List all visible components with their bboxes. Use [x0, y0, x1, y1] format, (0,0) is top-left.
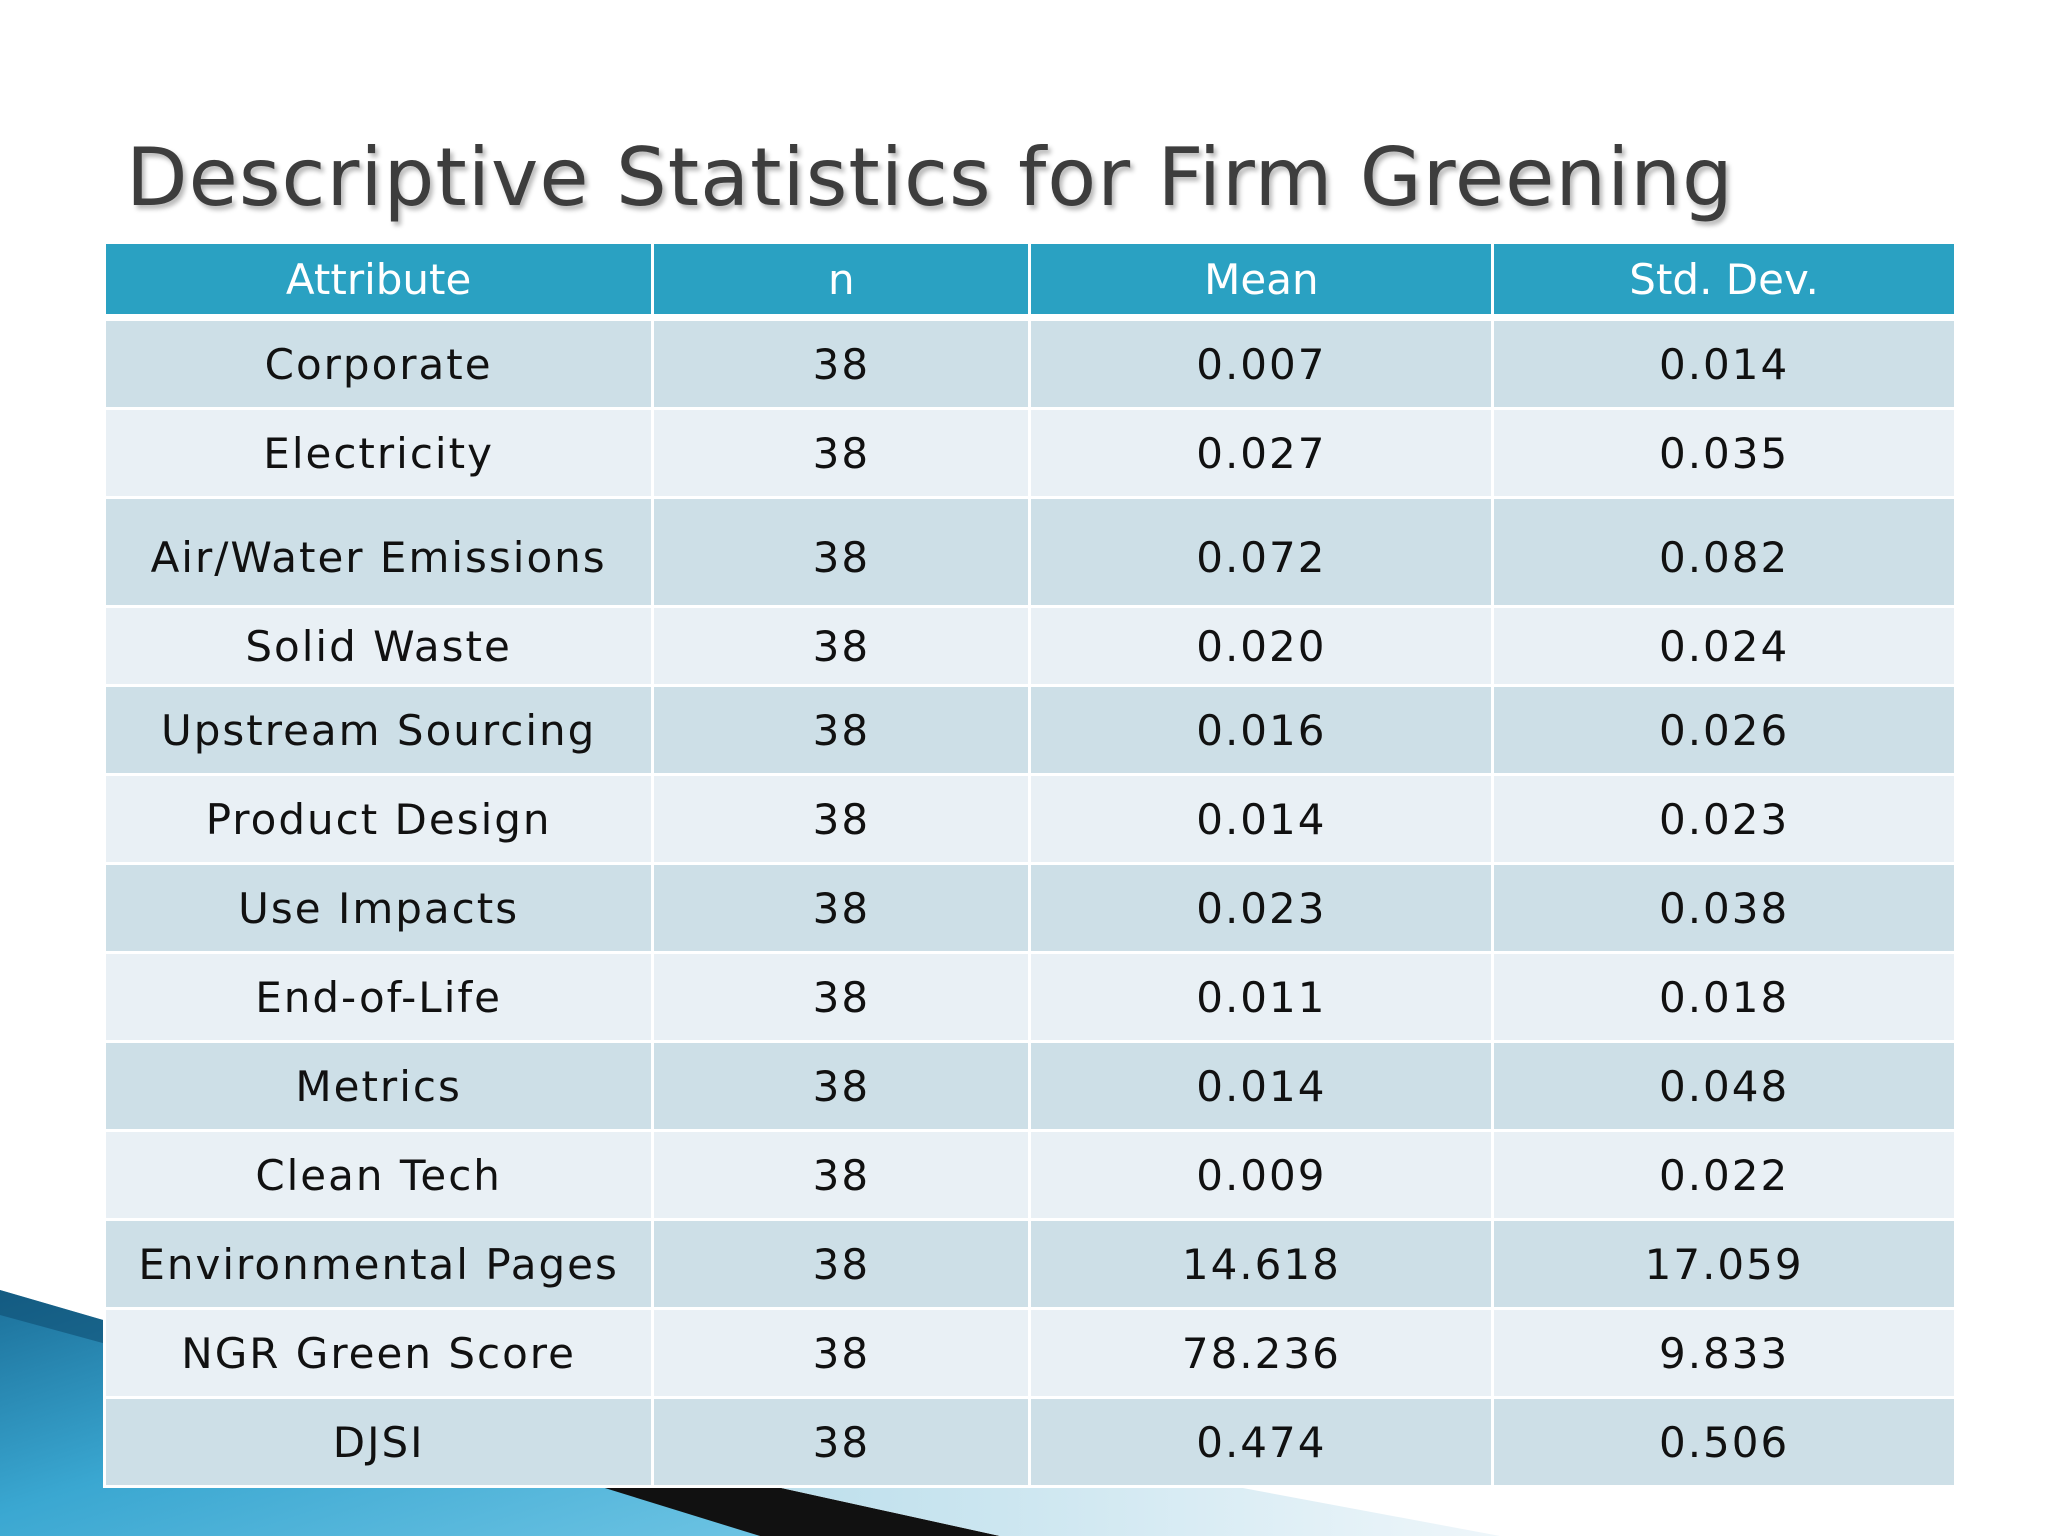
table-row: Environmental Pages 38 14.618 17.059 — [102, 1218, 1957, 1310]
cell-mean: 0.023 — [1028, 862, 1495, 954]
header-mean: Mean — [1028, 241, 1495, 321]
cell-attribute: Use Impacts — [102, 862, 655, 954]
cell-std-dev: 0.506 — [1491, 1396, 1957, 1488]
cell-n: 38 — [651, 605, 1032, 687]
descriptive-statistics-table: Attribute n Mean Std. Dev. Corporate 38 … — [102, 241, 1957, 1488]
table-header-row: Attribute n Mean Std. Dev. — [102, 241, 1957, 321]
cell-std-dev: 0.048 — [1491, 1040, 1957, 1132]
cell-mean: 14.618 — [1028, 1218, 1495, 1310]
cell-std-dev: 9.833 — [1491, 1307, 1957, 1399]
table-row: NGR Green Score 38 78.236 9.833 — [102, 1307, 1957, 1399]
cell-mean: 78.236 — [1028, 1307, 1495, 1399]
cell-mean: 0.014 — [1028, 773, 1495, 865]
cell-attribute: Electricity — [102, 407, 655, 499]
cell-attribute: Air/Water Emissions — [102, 496, 655, 608]
cell-mean: 0.020 — [1028, 605, 1495, 687]
cell-attribute: Clean Tech — [102, 1129, 655, 1221]
table-row: Use Impacts 38 0.023 0.038 — [102, 862, 1957, 954]
cell-mean: 0.011 — [1028, 951, 1495, 1043]
cell-attribute: Upstream Sourcing — [102, 684, 655, 776]
cell-n: 38 — [651, 1040, 1032, 1132]
header-n: n — [651, 241, 1032, 321]
cell-std-dev: 0.024 — [1491, 605, 1957, 687]
table-row: End-of-Life 38 0.011 0.018 — [102, 951, 1957, 1043]
cell-std-dev: 0.022 — [1491, 1129, 1957, 1221]
header-std-dev: Std. Dev. — [1491, 241, 1957, 321]
table-row: Solid Waste 38 0.020 0.024 — [102, 605, 1957, 687]
header-attribute: Attribute — [102, 241, 655, 321]
cell-attribute: Product Design — [102, 773, 655, 865]
table-row: Corporate 38 0.007 0.014 — [102, 316, 1957, 410]
cell-attribute: NGR Green Score — [102, 1307, 655, 1399]
cell-std-dev: 0.038 — [1491, 862, 1957, 954]
cell-mean: 0.009 — [1028, 1129, 1495, 1221]
cell-std-dev: 0.035 — [1491, 407, 1957, 499]
cell-mean: 0.016 — [1028, 684, 1495, 776]
cell-mean: 0.007 — [1028, 316, 1495, 410]
table-row: DJSI 38 0.474 0.506 — [102, 1396, 1957, 1488]
cell-attribute: Solid Waste — [102, 605, 655, 687]
cell-n: 38 — [651, 862, 1032, 954]
cell-n: 38 — [651, 496, 1032, 608]
slide-title: Descriptive Statistics for Firm Greening — [126, 131, 1734, 224]
cell-std-dev: 0.018 — [1491, 951, 1957, 1043]
cell-attribute: Corporate — [102, 316, 655, 410]
cell-n: 38 — [651, 1129, 1032, 1221]
cell-attribute: End-of-Life — [102, 951, 655, 1043]
table-row: Upstream Sourcing 38 0.016 0.026 — [102, 684, 1957, 776]
cell-std-dev: 0.014 — [1491, 316, 1957, 410]
cell-n: 38 — [651, 1307, 1032, 1399]
table-row: Air/Water Emissions 38 0.072 0.082 — [102, 496, 1957, 608]
cell-std-dev: 0.026 — [1491, 684, 1957, 776]
cell-attribute: Metrics — [102, 1040, 655, 1132]
table-row: Electricity 38 0.027 0.035 — [102, 407, 1957, 499]
cell-std-dev: 0.082 — [1491, 496, 1957, 608]
cell-mean: 0.027 — [1028, 407, 1495, 499]
cell-attribute: Environmental Pages — [102, 1218, 655, 1310]
cell-n: 38 — [651, 316, 1032, 410]
cell-std-dev: 0.023 — [1491, 773, 1957, 865]
table-row: Clean Tech 38 0.009 0.022 — [102, 1129, 1957, 1221]
cell-std-dev: 17.059 — [1491, 1218, 1957, 1310]
cell-n: 38 — [651, 407, 1032, 499]
cell-attribute: DJSI — [102, 1396, 655, 1488]
table-row: Metrics 38 0.014 0.048 — [102, 1040, 1957, 1132]
cell-mean: 0.072 — [1028, 496, 1495, 608]
cell-n: 38 — [651, 1218, 1032, 1310]
cell-n: 38 — [651, 684, 1032, 776]
cell-n: 38 — [651, 773, 1032, 865]
cell-mean: 0.014 — [1028, 1040, 1495, 1132]
cell-n: 38 — [651, 951, 1032, 1043]
table-row: Product Design 38 0.014 0.023 — [102, 773, 1957, 865]
cell-mean: 0.474 — [1028, 1396, 1495, 1488]
cell-n: 38 — [651, 1396, 1032, 1488]
